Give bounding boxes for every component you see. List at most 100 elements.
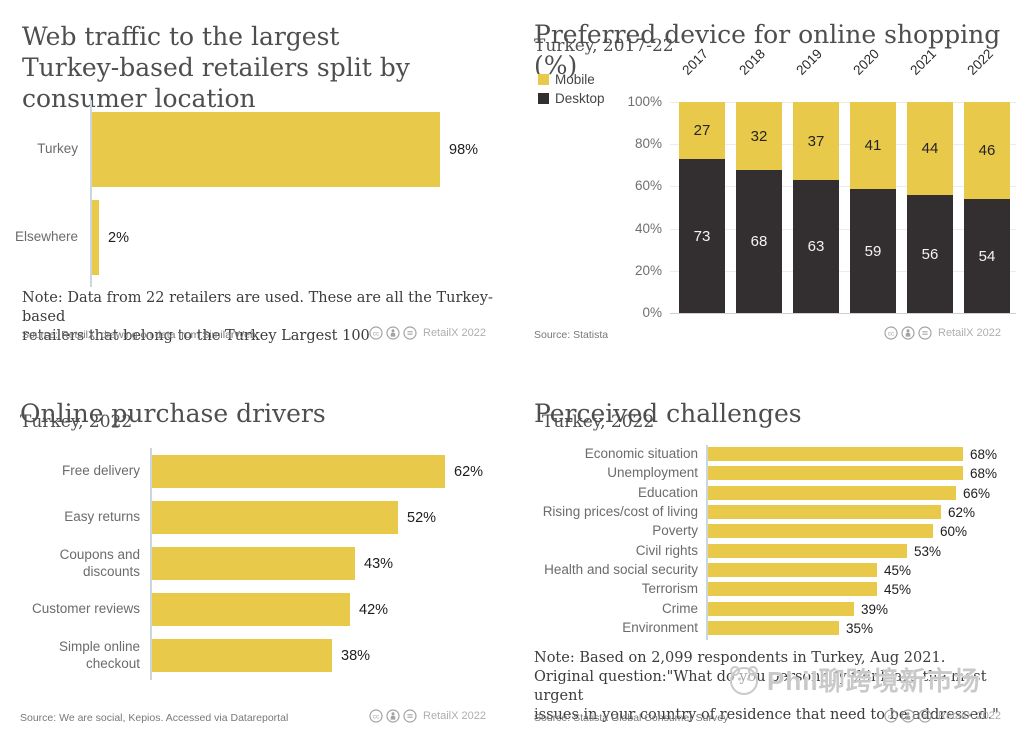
- cc-icon: cc: [884, 326, 898, 340]
- stacked-bar-2018: 32 68: [736, 102, 782, 313]
- source-text: Source: RetailX, drawing on data from Si…: [22, 329, 256, 341]
- attribution-icon: [901, 709, 915, 723]
- purchase-drivers-chart: Online purchase drivers Turkey, 2022 Fre…: [0, 365, 516, 729]
- bar-customer-reviews: [152, 593, 350, 626]
- mobile-value: 32: [750, 127, 768, 145]
- value-label-simple-online-checkout: 38%: [341, 647, 371, 664]
- stacked-bar-2019: 37 63: [793, 102, 839, 313]
- retailx-badge: cc RetailX 2022: [884, 326, 1001, 340]
- cc-icon: cc: [369, 709, 383, 723]
- category-label-easy-returns: Easy returns: [64, 509, 140, 525]
- value-label-economic-situation: 68%: [970, 446, 998, 462]
- mobile-segment: 37: [793, 102, 839, 180]
- legend-swatch-desktop: [538, 93, 549, 104]
- retailx-badge: cc RetailX 2022: [884, 709, 1001, 723]
- bar-poverty: [708, 524, 933, 538]
- svg-text:cc: cc: [373, 713, 379, 720]
- category-label-turkey: Turkey: [37, 141, 78, 157]
- nd-icon: [918, 709, 932, 723]
- bar-crime: [708, 602, 854, 616]
- bar-economic-situation: [708, 447, 963, 461]
- bar-plot: 98% 2%: [90, 100, 512, 287]
- bar-health-and-social-security: [708, 563, 877, 577]
- desktop-value: 54: [978, 247, 996, 265]
- y-axis: 100% 80% 60% 40% 20% 0%: [606, 94, 662, 320]
- value-label-crime: 39%: [861, 601, 889, 617]
- y-tick-20%: 20%: [634, 263, 662, 278]
- mobile-value: 44: [921, 140, 939, 157]
- category-label-customer-reviews: Customer reviews: [31, 601, 140, 617]
- bar-simple-online-checkout: [152, 639, 332, 672]
- category-label-rising-prices-cost-of-living: Rising prices/cost of living: [542, 503, 698, 519]
- value-label-easy-returns: 52%: [407, 509, 437, 526]
- stacked-bar-2022: 46 54: [964, 102, 1010, 313]
- mobile-segment: 46: [964, 102, 1010, 199]
- value-label-environment: 35%: [846, 620, 874, 636]
- svg-text:cc: cc: [888, 330, 894, 337]
- y-tick-80%: 80%: [634, 136, 662, 151]
- chart-subtitle: Turkey, 2017-22: [534, 36, 674, 56]
- category-axis: Economic situation Unemployment Education R…: [516, 445, 704, 640]
- nd-icon: [403, 709, 417, 723]
- attribution-icon: [386, 709, 400, 723]
- stacked-bar-plot: 27 73 32 68 37 63 41 59 44 56 46 54: [670, 102, 1016, 314]
- category-label-economic-situation: Economic situation: [584, 445, 698, 461]
- chart-title: Web traffic to the largest Turkey-based r…: [22, 21, 410, 113]
- chart-note: Note: Data from 22 retailers are used. T…: [22, 290, 493, 344]
- bar-turkey: [92, 112, 440, 187]
- retailx-label: RetailX 2022: [423, 710, 486, 722]
- gridline-60%: [670, 186, 1016, 187]
- mobile-segment: 41: [850, 102, 896, 189]
- svg-text:cc: cc: [888, 713, 894, 720]
- desktop-value: 73: [693, 227, 711, 245]
- mobile-value: 41: [864, 137, 882, 154]
- desktop-value: 59: [864, 242, 882, 260]
- chart-title: Perceived challenges: [534, 398, 802, 428]
- web-traffic-chart: Web traffic to the largest Turkey-based r…: [0, 0, 516, 365]
- source-text: Source: We are social, Kepios. Accessed …: [20, 712, 289, 724]
- value-label-coupons-and-discounts: 43%: [364, 555, 394, 572]
- category-label-health-and-social-security: Health and social security: [544, 561, 698, 577]
- mobile-value: 46: [978, 142, 996, 159]
- chart-title: Preferred device for online shopping (%): [534, 19, 1001, 80]
- bar-civil-rights: [708, 544, 907, 558]
- y-tick-40%: 40%: [634, 221, 662, 236]
- value-label-civil-rights: 53%: [914, 543, 942, 559]
- chart-title: Online purchase drivers: [20, 398, 326, 428]
- desktop-segment: 68: [736, 170, 782, 313]
- y-tick-100%: 100%: [627, 94, 662, 109]
- desktop-segment: 59: [850, 189, 896, 313]
- bar-education: [708, 486, 956, 500]
- value-label-elsewhere: 2%: [108, 229, 129, 246]
- y-tick-60%: 60%: [634, 178, 662, 193]
- value-label-turkey: 98%: [449, 141, 479, 158]
- mobile-segment: 44: [907, 102, 953, 195]
- chart-note: Note: Based on 2,099 respondents in Turk…: [534, 650, 999, 723]
- stacked-bar-2020: 41 59: [850, 102, 896, 313]
- category-axis: Turkey Elsewhere: [0, 100, 84, 287]
- bar-free-delivery: [152, 455, 445, 488]
- stacked-bar-2017: 27 73: [679, 102, 725, 313]
- legend-label-desktop: Desktop: [555, 91, 605, 106]
- category-label-free-delivery: Free delivery: [61, 463, 140, 479]
- gridline-20%: [670, 271, 1016, 272]
- cc-icon: cc: [884, 709, 898, 723]
- desktop-value: 63: [807, 238, 825, 255]
- perceived-challenges-chart: Perceived challenges Turkey, 2022 Econom…: [516, 365, 1032, 729]
- attribution-icon: [901, 326, 915, 340]
- chart-subtitle: Turkey, 2022: [20, 412, 133, 432]
- gridline-80%: [670, 144, 1016, 145]
- bar-environment: [708, 621, 839, 635]
- value-label-free-delivery: 62%: [454, 463, 484, 480]
- category-label-poverty: Poverty: [652, 522, 698, 538]
- value-label-customer-reviews: 42%: [359, 601, 389, 618]
- source-text: Source: Statista: [534, 329, 609, 341]
- nd-icon: [403, 326, 417, 340]
- value-label-terrorism: 45%: [884, 581, 912, 597]
- stacked-bar-2021: 44 56: [907, 102, 953, 313]
- bar-terrorism: [708, 582, 877, 596]
- value-label-rising-prices-cost-of-living: 62%: [948, 504, 976, 520]
- nd-icon: [918, 326, 932, 340]
- category-label-civil-rights: Civil rights: [635, 542, 698, 558]
